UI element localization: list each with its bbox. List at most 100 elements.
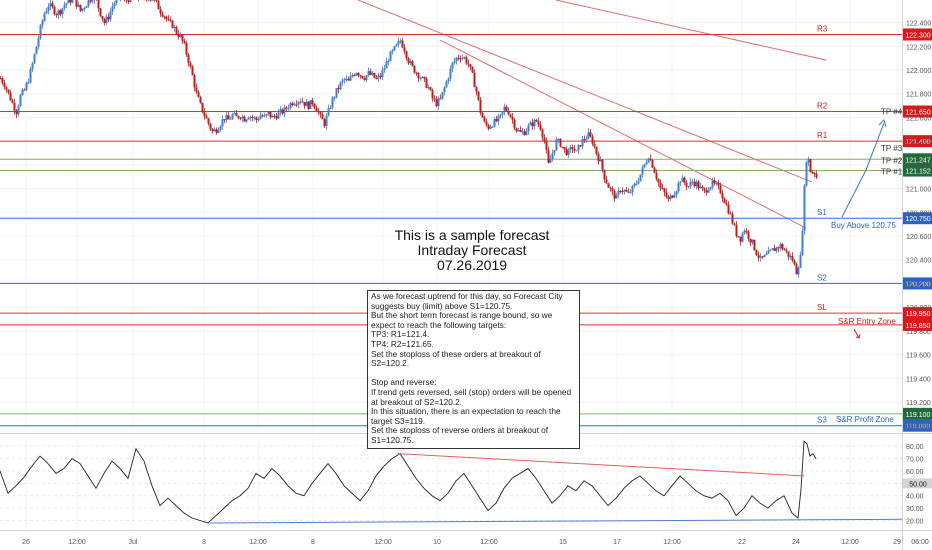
- candle-body: [165, 16, 168, 20]
- candle-body: [691, 181, 694, 183]
- candle-body: [757, 255, 760, 258]
- candle-body: [155, 0, 158, 1]
- candle-body: [445, 81, 448, 88]
- candle-body: [343, 79, 346, 81]
- candle-body: [319, 112, 322, 115]
- candle-body: [429, 87, 432, 91]
- candle-body: [167, 19, 170, 21]
- candle-body: [777, 247, 780, 249]
- osc-tick-label: 60.00: [906, 469, 924, 476]
- candle-body: [665, 192, 668, 198]
- candle-body: [49, 3, 52, 7]
- candle-body: [629, 192, 632, 194]
- price-tick-label: 121.800: [906, 92, 931, 99]
- candle-body: [639, 174, 642, 182]
- candle-body: [597, 153, 600, 162]
- candle-body: [521, 131, 524, 133]
- price-axis: 122.300 121.650 121.400 121.247 121.152 120.7…: [903, 21, 932, 432]
- candle-body: [793, 260, 796, 265]
- time-tick-label: 12:00: [841, 539, 859, 546]
- candle-body: [787, 251, 790, 257]
- osc-trend-line-blue: [209, 518, 903, 524]
- candle-body: [175, 26, 178, 34]
- candle-body: [303, 102, 306, 106]
- candle-body: [363, 78, 366, 81]
- candle-body: [613, 191, 616, 199]
- candle-body: [115, 0, 118, 4]
- candle-body: [209, 123, 212, 129]
- candle-body: [51, 3, 54, 7]
- time-tick-label: Jul: [129, 539, 138, 546]
- candle-body: [193, 75, 196, 88]
- candle-body: [789, 256, 792, 258]
- candle-body: [163, 16, 166, 18]
- candle-body: [77, 4, 80, 7]
- candle-body: [379, 75, 382, 77]
- candle-body: [795, 264, 798, 275]
- osc-tick-label: 80.00: [906, 444, 924, 451]
- candle-body: [703, 188, 706, 191]
- candle-body: [345, 78, 348, 80]
- price-tag: [903, 407, 932, 420]
- candle-body: [297, 102, 300, 105]
- candle-body: [649, 158, 652, 160]
- candle-body: [403, 47, 406, 52]
- entry-zone-label: S&R Entry Zone: [838, 317, 896, 326]
- candle-body: [361, 75, 364, 79]
- time-tick-label: 22: [738, 539, 746, 546]
- candle-body: [187, 54, 190, 64]
- candle-body: [571, 147, 574, 149]
- forecast-arrow: [841, 122, 885, 218]
- candle-body: [219, 126, 222, 130]
- price-tick-label: 120.000: [906, 305, 931, 312]
- candle-body: [695, 181, 698, 187]
- candle-body: [653, 167, 656, 174]
- candle-body: [705, 190, 708, 193]
- candle-body: [39, 25, 42, 39]
- candle-body: [545, 141, 548, 150]
- candle-body: [309, 100, 312, 110]
- time-tick-label: 29: [893, 539, 901, 546]
- price-tag-label: 121.650: [905, 110, 930, 117]
- candle-body: [509, 114, 512, 117]
- candle-body: [687, 186, 690, 188]
- candle-body: [641, 167, 644, 175]
- candle-body: [737, 236, 740, 238]
- candle-body: [683, 177, 686, 183]
- candle-body: [277, 112, 280, 119]
- candle-body: [47, 6, 50, 11]
- candle-body: [353, 74, 356, 76]
- candle-body: [661, 187, 664, 189]
- time-tick-label: 26: [22, 539, 30, 546]
- candle-body: [227, 115, 230, 120]
- candle-body: [751, 239, 754, 243]
- candle-body: [129, 0, 132, 3]
- price-tick-label: 119.400: [906, 376, 931, 383]
- note-paragraph: Set the stoploss of reverse orders at br…: [371, 425, 549, 445]
- candle-body: [17, 106, 20, 115]
- candle-body: [281, 109, 284, 114]
- candle-body: [635, 183, 638, 185]
- candle-body: [603, 169, 606, 180]
- candle-body: [489, 126, 492, 129]
- candle-body: [233, 113, 236, 115]
- candle-body: [127, 0, 130, 3]
- candle-body: [631, 185, 634, 193]
- trend-line: [357, 0, 813, 183]
- time-tick-label: 10: [433, 539, 441, 546]
- candle-body: [677, 182, 680, 192]
- candle-body: [453, 61, 456, 63]
- candle-body: [727, 204, 730, 214]
- candle-body: [287, 107, 290, 109]
- price-tag: [903, 419, 932, 432]
- candle-body: [249, 116, 252, 118]
- candle-body: [317, 110, 320, 113]
- candle-body: [357, 73, 360, 76]
- candle-body: [279, 109, 282, 113]
- candle-body: [803, 185, 806, 231]
- candle-body: [753, 239, 756, 251]
- candle-body: [401, 40, 404, 48]
- candle-body: [611, 188, 614, 192]
